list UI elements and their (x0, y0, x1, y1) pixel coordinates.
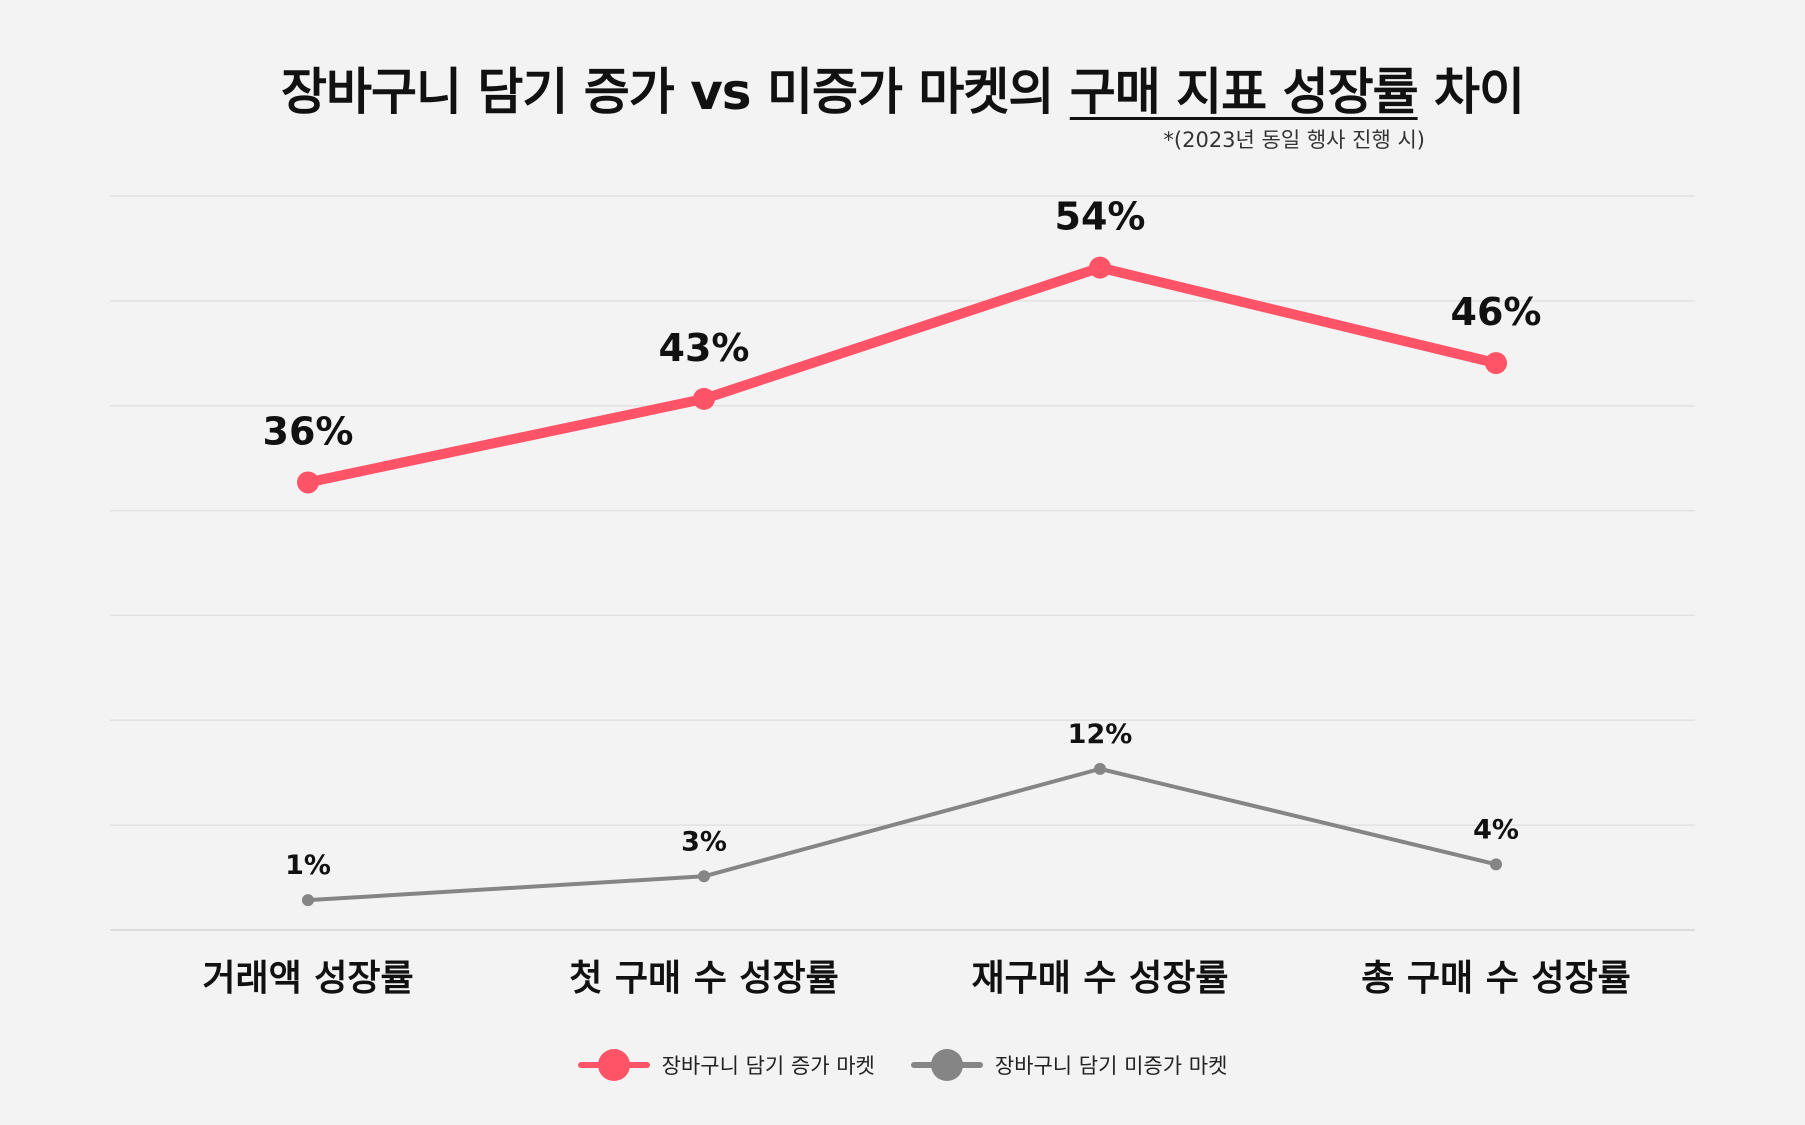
x-tick-label-2: 첫 구매 수 성장률 (569, 958, 838, 999)
legend-swatch-series-2 (910, 1048, 983, 1082)
legend-item-series-1: 장바구니 담기 증가 마켓 (577, 1048, 875, 1082)
data-point-s2-4 (1490, 858, 1502, 871)
x-tick-label-4: 총 구매 수 성장률 (1361, 958, 1630, 999)
legend-swatch-series-1 (577, 1048, 650, 1082)
data-point-s1-2 (693, 387, 715, 410)
data-labels: 36% 43% 54% 46% 1% 3% 12% 4% (263, 195, 1542, 882)
data-point-s2-2 (698, 870, 710, 883)
data-point-s1-1 (297, 471, 319, 494)
series-lines (303, 262, 1501, 903)
data-point-s1-3 (1089, 256, 1111, 279)
data-label-s2-4: 4% (1473, 814, 1519, 845)
data-label-s1-1: 36% (263, 409, 354, 453)
series-line-1 (303, 262, 1501, 488)
data-label-s2-2: 3% (681, 826, 727, 857)
series-points (297, 256, 1507, 907)
data-label-s1-2: 43% (659, 326, 750, 370)
chart-title-tail: 차이 (1417, 63, 1525, 121)
data-point-s2-3 (1094, 762, 1106, 775)
data-label-s2-1: 1% (285, 850, 331, 881)
chart-title-main: 장바구니 담기 증가 vs 미증가 마켓의 (280, 63, 1070, 121)
data-label-s1-3: 54% (1055, 195, 1146, 239)
chart-title: 장바구니 담기 증가 vs 미증가 마켓의 구매 지표 성장률 차이 (0, 52, 1805, 124)
chart-subtitle: *(2023년 동일 행사 진행 시) (1163, 128, 1425, 152)
series-line-2 (306, 766, 1498, 903)
data-point-s2-1 (302, 894, 314, 907)
data-point-s1-4 (1485, 352, 1507, 375)
x-tick-label-1: 거래액 성장률 (202, 958, 413, 999)
x-tick-label-3: 재구매 수 성장률 (972, 958, 1229, 999)
legend-label-series-1: 장바구니 담기 증가 마켓 (661, 1054, 875, 1078)
data-label-s2-3: 12% (1068, 719, 1133, 750)
legend-label-series-2: 장바구니 담기 미증가 마켓 (994, 1054, 1228, 1078)
gridlines (110, 195, 1695, 931)
data-label-s1-4: 46% (1451, 290, 1542, 334)
legend-item-series-2: 장바구니 담기 미증가 마켓 (910, 1048, 1228, 1082)
chart-title-highlight: 구매 지표 성장률 (1069, 63, 1419, 121)
legend: 장바구니 담기 증가 마켓 장바구니 담기 미증가 마켓 (0, 1048, 1805, 1082)
x-axis-labels: 거래액 성장률 첫 구매 수 성장률 재구매 수 성장률 총 구매 수 성장률 (202, 958, 1630, 999)
